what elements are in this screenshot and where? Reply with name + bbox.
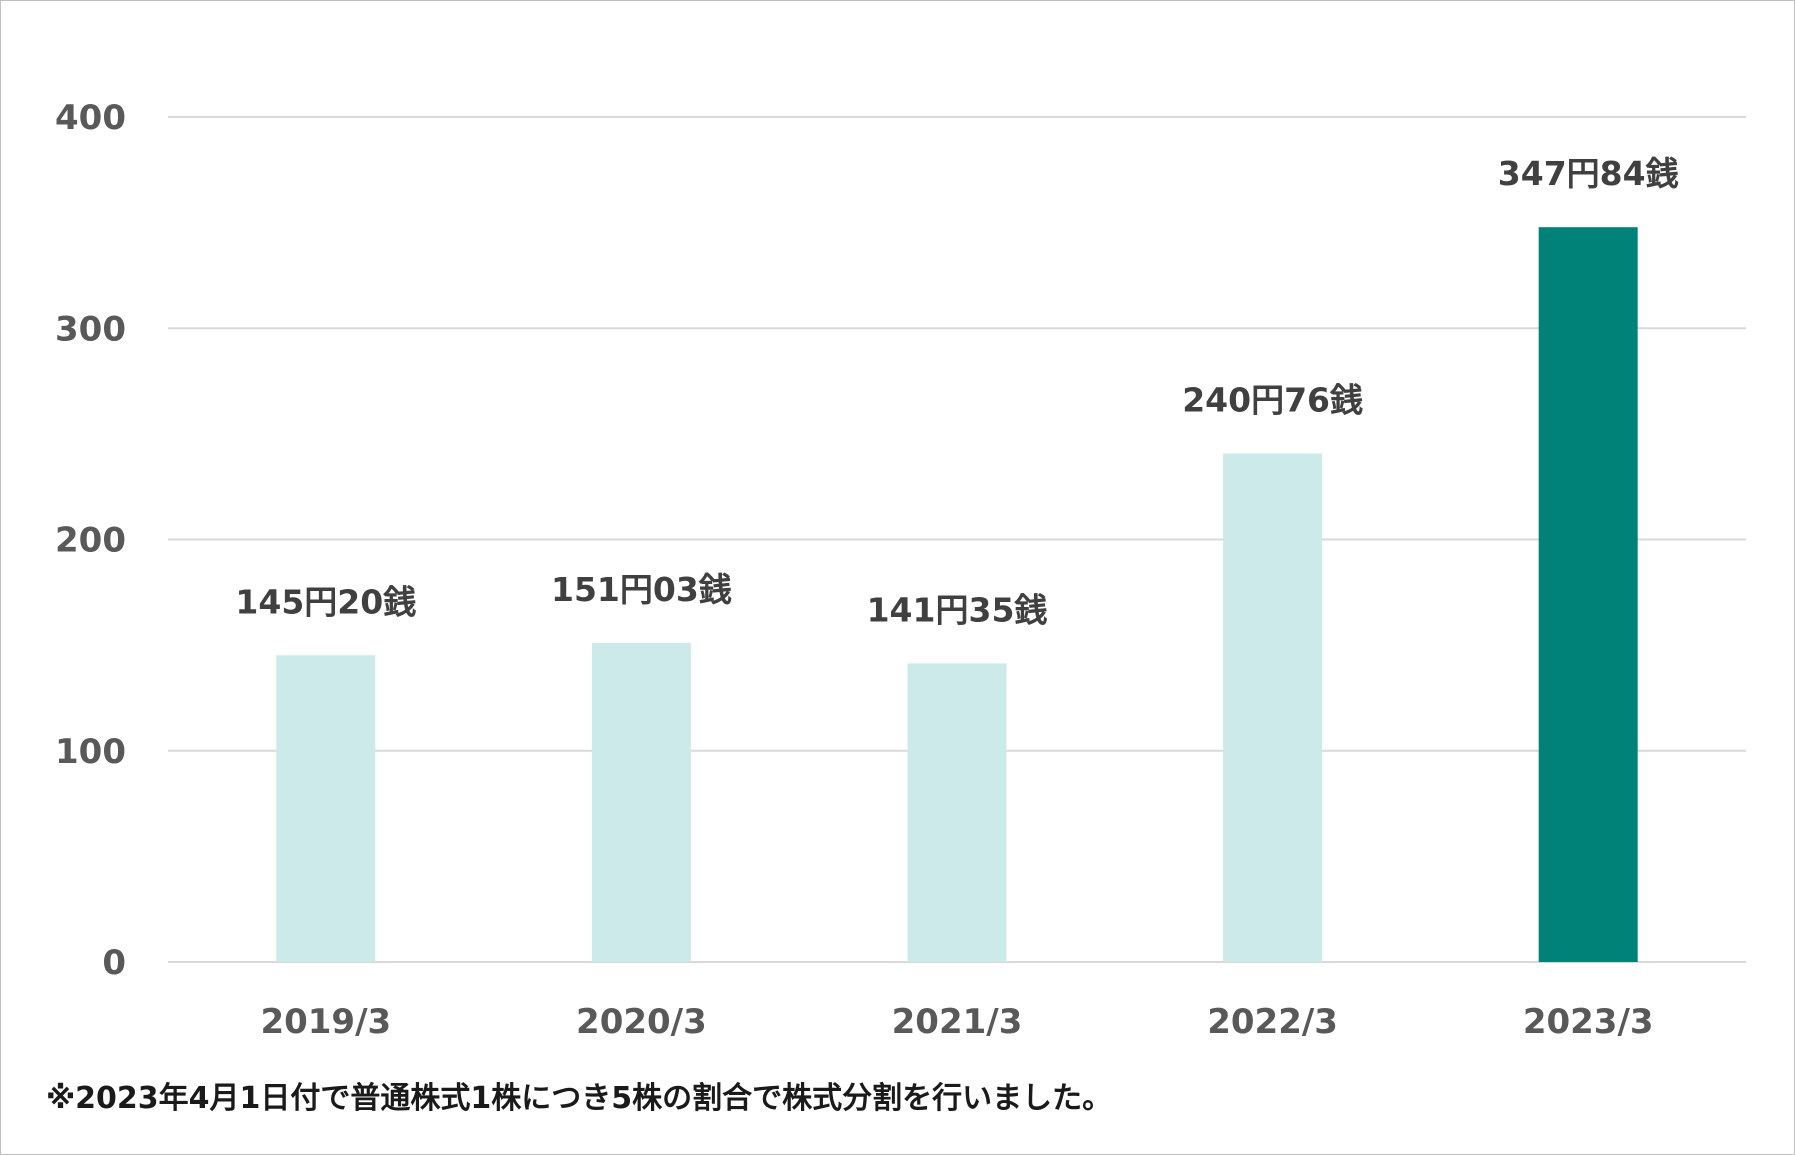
bar-2023/3 <box>1538 227 1638 963</box>
y-tick-label: 100 <box>55 732 126 772</box>
x-tick-label: 2020/3 <box>576 1002 707 1042</box>
data-labels: 145円20銭 151円03銭 141円35銭 240円76銭 347円84銭 <box>235 154 1678 629</box>
data-label: 347円84銭 <box>1498 154 1679 193</box>
bar-2020/3 <box>591 642 691 962</box>
x-tick-label: 2019/3 <box>260 1002 391 1042</box>
data-label: 240円76銭 <box>1182 380 1363 419</box>
x-tick-label: 2021/3 <box>892 1002 1023 1042</box>
bar-2021/3 <box>907 663 1007 962</box>
y-tick-label: 400 <box>55 98 126 138</box>
bar-2019/3 <box>276 655 376 962</box>
data-label: 145円20銭 <box>235 582 416 621</box>
data-label: 151円03銭 <box>551 570 732 609</box>
x-axis-tick-labels: 2019/3 2020/3 2021/3 2022/3 2023/3 <box>260 1002 1653 1042</box>
bars <box>276 227 1638 963</box>
bar-2022/3 <box>1223 453 1323 962</box>
data-label: 141円35銭 <box>867 590 1048 629</box>
x-tick-label: 2023/3 <box>1523 1002 1654 1042</box>
y-axis-tick-labels: 0 100 200 300 400 <box>55 98 126 983</box>
x-tick-label: 2022/3 <box>1207 1002 1338 1042</box>
y-tick-label: 300 <box>55 309 126 349</box>
footnote: ※2023年4月1日付で普通株式1株につき5株の割合で株式分割を行いました。 <box>46 1081 1113 1116</box>
y-tick-label: 0 <box>102 943 126 983</box>
y-tick-label: 200 <box>55 521 126 561</box>
